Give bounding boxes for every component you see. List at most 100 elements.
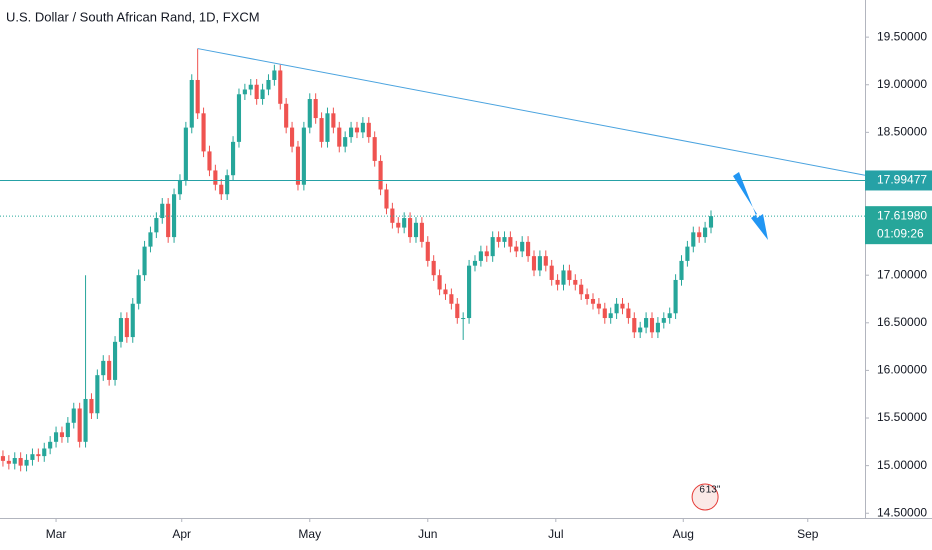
candle-body — [278, 70, 283, 104]
candle-body — [408, 218, 413, 238]
candle-body — [602, 308, 607, 319]
candle-body — [160, 203, 165, 219]
candle-body — [484, 251, 489, 257]
candle-body — [455, 303, 460, 319]
candle-body — [319, 118, 324, 142]
event-badge — [691, 483, 719, 511]
candle-body — [118, 318, 124, 342]
y-tick-label: 16.50000 — [877, 315, 927, 329]
candle-body — [284, 103, 289, 128]
x-tick-label: Jun — [418, 527, 437, 541]
candle-body — [36, 454, 41, 457]
candle-body — [248, 84, 253, 90]
candle-body — [661, 318, 666, 323]
candle-body — [130, 303, 135, 338]
candle-body — [608, 313, 613, 319]
arrow-annotation — [733, 172, 768, 240]
candle-body — [543, 256, 548, 266]
candle-body — [579, 284, 584, 295]
candle-body — [195, 79, 200, 114]
candle-body — [703, 227, 708, 238]
candle-body — [467, 265, 472, 319]
candle-body — [183, 127, 188, 180]
candle-body — [708, 216, 714, 228]
candle-body — [53, 432, 59, 442]
x-tick-label: Mar — [46, 527, 67, 541]
candle-body — [655, 322, 660, 333]
candle-body — [260, 89, 265, 100]
event-day: 6 — [699, 485, 705, 496]
candle-body — [614, 303, 619, 314]
candle-body — [691, 232, 696, 247]
x-tick-label: Sep — [797, 527, 819, 541]
candle-body — [325, 113, 330, 142]
candle-body — [567, 270, 572, 280]
candle-body — [272, 70, 277, 80]
candle-body — [549, 265, 554, 280]
candle-body — [632, 318, 637, 333]
candle-body — [24, 459, 29, 466]
candle-body — [472, 260, 478, 266]
candle-body — [526, 241, 531, 257]
candle-body — [59, 432, 65, 438]
plot-area: 6 13" — [0, 48, 866, 511]
candle-body — [478, 251, 483, 261]
candle-body — [48, 441, 53, 449]
candle-body — [295, 146, 301, 185]
candle-body — [679, 260, 684, 280]
candle-body — [390, 208, 395, 223]
last-price-label: 17.61980 — [877, 208, 927, 222]
candle-body — [65, 422, 70, 438]
candle-body — [561, 270, 566, 285]
candle-body — [596, 303, 601, 309]
x-tick-label: Apr — [172, 527, 191, 541]
y-tick-label: 17.00000 — [877, 267, 927, 281]
candle-body — [372, 137, 377, 161]
candle-body — [555, 279, 560, 285]
y-tick-label: 18.50000 — [877, 125, 927, 139]
last-price-box — [865, 206, 932, 245]
candle-body — [166, 203, 171, 238]
countdown-label: 01:09:26 — [877, 226, 924, 240]
candle-body — [77, 408, 82, 442]
candle-body — [638, 327, 643, 333]
candle-body — [585, 294, 590, 299]
candle-body — [18, 458, 23, 466]
candle-body — [6, 460, 11, 464]
candle-body — [12, 458, 17, 464]
x-tick-label: Jul — [548, 527, 563, 541]
y-tick-label: 14.50000 — [877, 505, 927, 519]
trendline — [197, 48, 866, 176]
y-tick-label: 15.50000 — [877, 410, 927, 424]
candle-body — [431, 260, 436, 276]
candle-body — [207, 151, 212, 171]
candle-body — [219, 184, 224, 195]
candle-body — [620, 303, 625, 309]
candle-body — [384, 189, 389, 209]
candle-body — [313, 99, 318, 119]
x-tick-label: May — [298, 527, 321, 541]
candle-body — [124, 318, 129, 338]
candle-body — [531, 256, 537, 271]
candle-body — [425, 241, 430, 261]
candle-body — [443, 289, 448, 295]
candle-body — [177, 179, 183, 195]
candle-body — [242, 89, 247, 95]
candle-body — [225, 175, 230, 195]
candle-body — [201, 113, 206, 152]
candle-body — [520, 241, 525, 252]
event-time: 13" — [706, 485, 721, 496]
candle-body — [508, 237, 513, 247]
y-tick-label: 19.50000 — [877, 29, 927, 43]
candle-body — [496, 237, 501, 242]
candle-body — [331, 113, 336, 128]
candle-body — [354, 127, 360, 133]
axes: 14.50000 15.00000 15.50000 16.00000 16.50000… — [46, 29, 932, 541]
candle-body — [136, 275, 141, 304]
candle-body — [213, 170, 218, 185]
hline-label-box — [865, 170, 932, 191]
candle-body — [101, 360, 106, 376]
hline-label: 17.99477 — [877, 173, 927, 187]
candle-body — [537, 256, 542, 271]
